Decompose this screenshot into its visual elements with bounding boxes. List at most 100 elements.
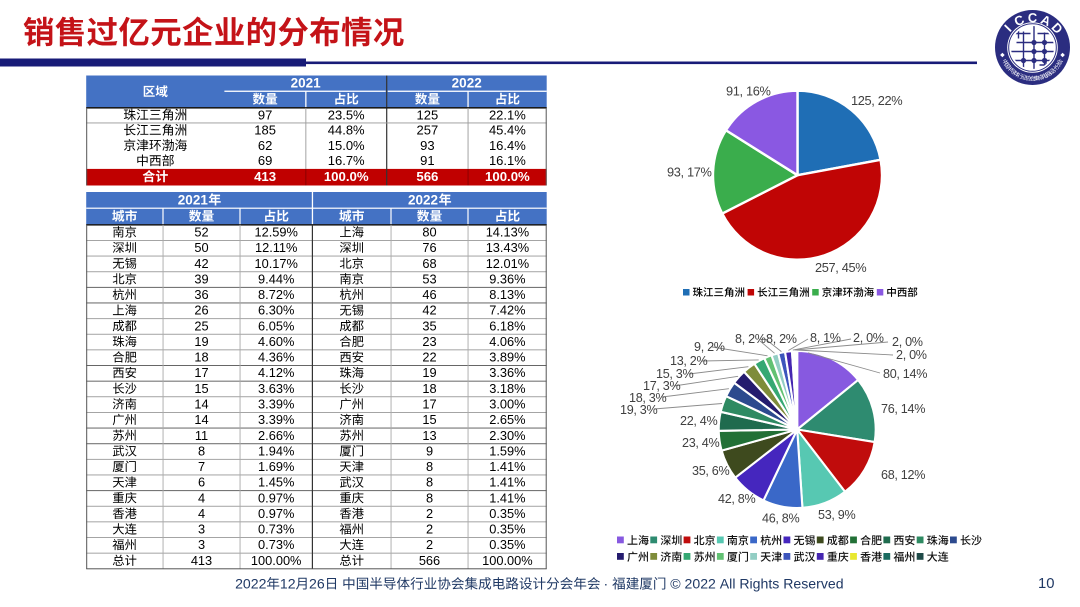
svg-text:2022: 2022 [235, 576, 267, 592]
svg-text:45.4%: 45.4% [489, 123, 526, 138]
svg-text:35: 35 [422, 318, 436, 333]
svg-text:93, 17%: 93, 17% [667, 165, 712, 180]
svg-text:6: 6 [198, 475, 205, 490]
svg-text:15: 15 [422, 412, 436, 427]
svg-text:8: 8 [198, 443, 205, 458]
svg-text:42: 42 [194, 256, 208, 271]
svg-text:100.0%: 100.0% [324, 169, 369, 184]
svg-text:53, 9%: 53, 9% [818, 508, 856, 522]
svg-text:16.4%: 16.4% [489, 138, 526, 153]
svg-text:0.73%: 0.73% [258, 522, 294, 537]
svg-text:2: 2 [426, 537, 433, 552]
svg-text:16.7%: 16.7% [328, 153, 365, 168]
svg-text:12.59%: 12.59% [254, 225, 297, 240]
svg-text:23: 23 [422, 334, 436, 349]
svg-text:69: 69 [258, 153, 272, 168]
svg-text:14: 14 [194, 412, 208, 427]
svg-text:1.41%: 1.41% [489, 475, 525, 490]
svg-text:19, 3%: 19, 3% [620, 403, 658, 417]
svg-text:4: 4 [198, 490, 205, 505]
svg-text:1.59%: 1.59% [489, 443, 525, 458]
svg-text:9, 2%: 9, 2% [694, 340, 725, 354]
svg-text:4.12%: 4.12% [258, 365, 294, 380]
svg-text:8.13%: 8.13% [489, 287, 525, 302]
svg-text:8, 1%: 8, 1% [810, 331, 841, 345]
svg-text:3: 3 [198, 537, 205, 552]
svg-text:13, 2%: 13, 2% [670, 354, 708, 368]
svg-text:91: 91 [420, 153, 434, 168]
svg-text:10.17%: 10.17% [254, 256, 297, 271]
svg-text:100.0%: 100.0% [485, 169, 530, 184]
svg-text:7.42%: 7.42% [489, 303, 525, 318]
svg-text:4.60%: 4.60% [258, 334, 294, 349]
svg-text:13.43%: 13.43% [486, 240, 529, 255]
svg-text:42, 8%: 42, 8% [718, 492, 756, 506]
svg-text:2022: 2022 [408, 192, 438, 207]
svg-text:39: 39 [194, 271, 208, 286]
svg-text:6.30%: 6.30% [258, 303, 294, 318]
svg-text:9: 9 [426, 443, 433, 458]
svg-text:17: 17 [422, 397, 436, 412]
svg-text:413: 413 [254, 169, 276, 184]
svg-text:257: 257 [417, 123, 439, 138]
svg-text:2021: 2021 [291, 76, 322, 91]
svg-text:93: 93 [420, 138, 434, 153]
svg-text:19: 19 [422, 365, 436, 380]
svg-text:3.89%: 3.89% [489, 350, 525, 365]
svg-text:17, 3%: 17, 3% [643, 379, 681, 393]
svg-text:2.30%: 2.30% [489, 428, 525, 443]
svg-text:2, 0%: 2, 0% [853, 331, 884, 345]
svg-text:46: 46 [422, 287, 436, 302]
svg-text:15, 3%: 15, 3% [656, 367, 694, 381]
svg-text:22.1%: 22.1% [489, 107, 526, 122]
svg-text:4: 4 [198, 506, 205, 521]
svg-text:11: 11 [195, 428, 208, 443]
svg-text:13: 13 [422, 428, 436, 443]
svg-text:80: 80 [422, 225, 436, 240]
svg-text:1.69%: 1.69% [258, 459, 294, 474]
svg-text:14: 14 [194, 397, 208, 412]
svg-text:10: 10 [1038, 576, 1054, 592]
svg-text:© 2022 All Rights Reserved: © 2022 All Rights Reserved [666, 576, 843, 592]
svg-text:125: 125 [417, 107, 439, 122]
svg-text:3.36%: 3.36% [489, 365, 525, 380]
svg-text:2: 2 [426, 506, 433, 521]
svg-text:12.11%: 12.11% [255, 240, 297, 255]
svg-text:1.41%: 1.41% [489, 490, 525, 505]
svg-text:22: 22 [422, 350, 436, 365]
svg-text:4.06%: 4.06% [489, 334, 525, 349]
svg-text:9.44%: 9.44% [258, 271, 294, 286]
svg-text:18: 18 [194, 350, 208, 365]
svg-text:97: 97 [258, 107, 272, 122]
svg-text:8: 8 [426, 490, 433, 505]
svg-text:0.35%: 0.35% [489, 537, 525, 552]
svg-text:257, 45%: 257, 45% [815, 260, 866, 275]
svg-text:18: 18 [422, 381, 436, 396]
svg-text:·: · [600, 576, 613, 592]
svg-text:6.05%: 6.05% [258, 318, 294, 333]
svg-text:53: 53 [422, 271, 436, 286]
svg-text:4.36%: 4.36% [258, 350, 294, 365]
svg-text:3.39%: 3.39% [258, 412, 294, 427]
svg-text:23, 4%: 23, 4% [682, 436, 720, 450]
svg-text:8: 8 [426, 459, 433, 474]
svg-text:0.35%: 0.35% [489, 506, 525, 521]
svg-text:36: 36 [194, 287, 208, 302]
svg-text:17: 17 [194, 365, 208, 380]
svg-text:1.45%: 1.45% [258, 475, 294, 490]
svg-text:3.00%: 3.00% [489, 397, 525, 412]
svg-text:100.00%: 100.00% [251, 553, 302, 568]
svg-text:16.1%: 16.1% [489, 153, 526, 168]
svg-text:125, 22%: 125, 22% [851, 93, 902, 108]
svg-text:1.41%: 1.41% [489, 459, 525, 474]
svg-text:8, 2%: 8, 2% [735, 332, 766, 346]
svg-text:6.18%: 6.18% [489, 318, 525, 333]
svg-text:100.00%: 100.00% [482, 553, 533, 568]
svg-text:9.36%: 9.36% [489, 271, 525, 286]
svg-text:62: 62 [258, 138, 272, 153]
svg-text:18, 3%: 18, 3% [629, 391, 667, 405]
svg-text:26: 26 [309, 576, 325, 592]
svg-text:0.35%: 0.35% [489, 522, 525, 537]
svg-text:8: 8 [426, 475, 433, 490]
svg-text:80, 14%: 80, 14% [883, 367, 927, 381]
